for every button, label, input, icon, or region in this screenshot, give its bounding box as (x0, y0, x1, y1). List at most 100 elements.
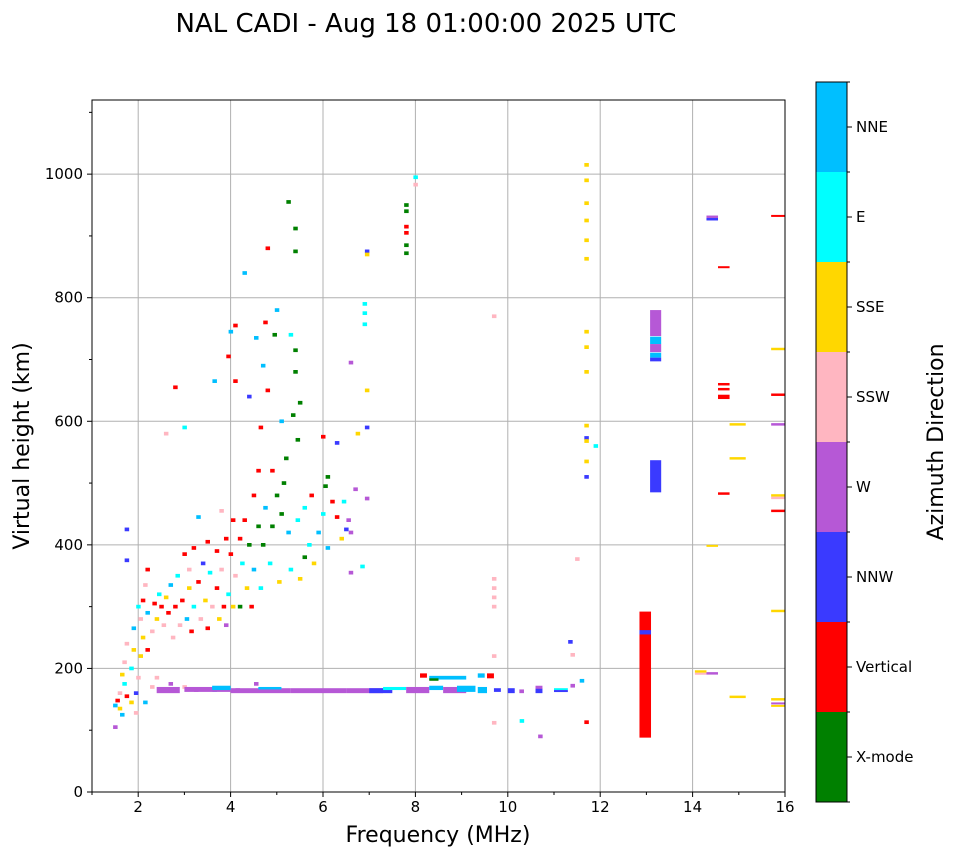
data-rect (443, 686, 467, 694)
data-point (251, 493, 257, 498)
data-point (117, 706, 123, 711)
data-point (210, 604, 215, 609)
data-point (279, 512, 284, 516)
data-rect (493, 688, 501, 692)
data-point (491, 595, 497, 600)
data-point (404, 209, 409, 214)
data-rect (429, 685, 444, 691)
colorbar-tick-label: SSE (856, 298, 885, 316)
data-rect (706, 218, 719, 221)
data-rect (212, 685, 231, 691)
data-point (323, 484, 328, 489)
data-point (240, 561, 245, 566)
data-point (143, 700, 148, 705)
data-point (120, 712, 125, 717)
data-point (173, 385, 178, 390)
y-tick-label: 1000 (45, 165, 83, 183)
data-point (219, 567, 224, 572)
data-point (491, 576, 497, 581)
data-point (584, 218, 589, 223)
data-point (159, 604, 164, 609)
data-point (249, 604, 254, 609)
data-point (265, 388, 271, 393)
data-rect (729, 695, 746, 699)
colorbar-tick-label: E (856, 208, 865, 226)
data-point (344, 527, 349, 532)
data-point (263, 320, 268, 325)
x-axis-label: Frequency (MHz) (346, 823, 531, 848)
data-point (281, 481, 287, 485)
data-rect (729, 423, 746, 426)
data-rect (429, 678, 439, 681)
axes: 2 4 6 8 10 12 14 16 0 200 400 600 800 1000 (45, 111, 795, 816)
data-rect (771, 393, 785, 396)
data-point (277, 580, 282, 584)
data-point (242, 518, 247, 522)
data-point (288, 332, 294, 337)
data-rect (535, 685, 543, 689)
data-point (288, 567, 294, 572)
data-point (133, 691, 139, 695)
data-point (362, 322, 368, 327)
data-rect (650, 352, 662, 358)
data-point (297, 400, 303, 405)
data-point (325, 475, 331, 479)
data-point (584, 720, 589, 725)
data-point (140, 635, 146, 640)
data-point (150, 629, 155, 634)
data-rect (184, 686, 231, 692)
data-point (138, 654, 144, 658)
data-point (196, 515, 201, 519)
data-point (150, 685, 155, 689)
colorbar: X-mode Vertical NNW W SSW SSE E NNE (815, 81, 913, 803)
data-point (143, 583, 148, 587)
data-point (191, 546, 197, 550)
data-point (295, 518, 301, 522)
data-point (575, 557, 580, 561)
data-point (364, 252, 370, 257)
data-rect (383, 686, 407, 691)
data-rect (771, 496, 785, 500)
data-point (364, 425, 370, 430)
data-point (228, 329, 234, 334)
colorbar-segment (816, 442, 847, 532)
data-point (230, 518, 236, 522)
data-point (129, 700, 134, 705)
data-point (145, 648, 150, 652)
data-point (138, 617, 144, 621)
data-point (113, 703, 118, 708)
data-point (307, 543, 312, 547)
data-point (348, 570, 354, 575)
data-rect (477, 673, 485, 678)
data-point (187, 586, 192, 590)
data-point (265, 246, 271, 251)
data-point (302, 505, 308, 510)
y-axis-label: Virtual height (km) (10, 342, 35, 549)
data-point (145, 567, 150, 572)
grid-lines (92, 100, 786, 792)
y-tick-label: 600 (54, 412, 83, 430)
data-point (270, 524, 275, 529)
data-point (180, 598, 185, 603)
data-point (274, 493, 280, 498)
data-point (330, 499, 335, 504)
data-point (258, 586, 264, 590)
data-point (152, 601, 157, 606)
data-point (263, 505, 268, 510)
data-point (244, 586, 250, 590)
data-point (339, 536, 344, 541)
data-point (214, 586, 220, 590)
data-point (205, 539, 210, 544)
data-point (182, 552, 187, 556)
data-point (290, 413, 296, 417)
data-rect (554, 688, 568, 691)
data-point (260, 543, 266, 547)
data-point (173, 604, 178, 609)
data-point (237, 536, 243, 541)
data-point (260, 363, 266, 368)
data-point (168, 682, 174, 686)
data-point (156, 592, 162, 597)
data-point (221, 604, 227, 609)
x-tick-label: 2 (133, 798, 143, 816)
data-point (120, 672, 125, 677)
